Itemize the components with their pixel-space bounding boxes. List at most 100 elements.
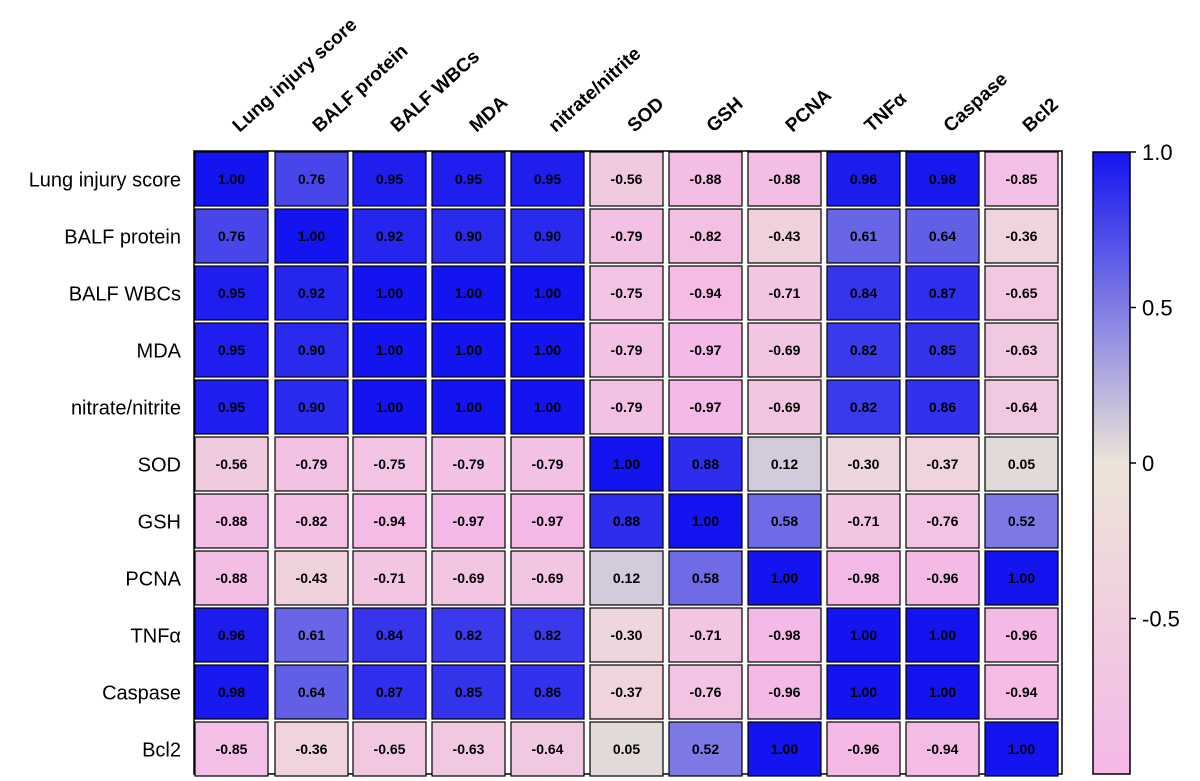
- heatmap-cell: [826, 664, 901, 720]
- cell-value-label: -0.76: [690, 684, 722, 700]
- cell-value-label: 0.90: [455, 228, 482, 244]
- heatmap-cell: [984, 550, 1059, 606]
- heatmap-cell: [984, 436, 1059, 492]
- heatmap-cell: [668, 550, 743, 606]
- cell-value-label: -0.97: [690, 342, 722, 358]
- column-label: Bcl2: [1019, 94, 1063, 136]
- cell-value-label: 0.85: [455, 684, 482, 700]
- cell-value-label: -0.37: [611, 684, 643, 700]
- cell-value-label: -0.69: [532, 570, 564, 586]
- column-label: SOD: [624, 94, 669, 137]
- cell-value-label: -0.79: [611, 399, 643, 415]
- cell-value-label: -0.71: [848, 513, 880, 529]
- row-label: BALF protein: [64, 227, 181, 249]
- cell-value-label: -0.88: [216, 513, 248, 529]
- heatmap-cell: [194, 379, 269, 435]
- heatmap-cell: [747, 151, 822, 207]
- heatmap-cell: [668, 151, 743, 207]
- cell-value-label: -0.79: [296, 456, 328, 472]
- cell-value-label: -0.75: [374, 456, 406, 472]
- cell-value-label: -0.30: [848, 456, 880, 472]
- heatmap-cell: [747, 550, 822, 606]
- cell-value-label: -0.94: [927, 741, 959, 757]
- colorbar-tick-label: 0.5: [1142, 296, 1173, 321]
- cell-value-label: -0.64: [1006, 399, 1038, 415]
- heatmap-cell: [747, 493, 822, 549]
- cell-value-label: 1.00: [1008, 570, 1035, 586]
- cell-value-label: -0.69: [769, 399, 801, 415]
- heatmap-cell: [747, 208, 822, 264]
- heatmap-cell: [510, 550, 585, 606]
- column-label: TNFα: [861, 88, 911, 136]
- cell-value-label: -0.64: [532, 741, 564, 757]
- heatmap-cell: [352, 436, 427, 492]
- heatmap-cell: [352, 322, 427, 378]
- heatmap-cell: [352, 493, 427, 549]
- row-label: Caspase: [102, 683, 181, 705]
- cell-value-label: 0.82: [534, 627, 561, 643]
- cell-value-label: 0.90: [298, 399, 325, 415]
- heatmap-cell: [589, 607, 664, 663]
- heatmap-cell: [194, 322, 269, 378]
- heatmap-cell: [274, 265, 349, 321]
- cell-value-label: 0.76: [218, 228, 245, 244]
- heatmap-cell: [431, 607, 506, 663]
- cell-value-label: 0.64: [298, 684, 325, 700]
- cell-value-label: -0.63: [1006, 342, 1038, 358]
- heatmap-cell: [510, 436, 585, 492]
- row-label: MDA: [137, 341, 182, 363]
- cell-value-label: 0.87: [376, 684, 403, 700]
- heatmap-cell: [274, 151, 349, 207]
- heatmap-cell: [747, 322, 822, 378]
- heatmap-cell: [431, 664, 506, 720]
- cell-value-label: 0.95: [376, 171, 403, 187]
- heatmap-cell: [510, 322, 585, 378]
- cell-value-label: -0.79: [611, 342, 643, 358]
- cell-value-label: 0.52: [1008, 513, 1035, 529]
- cell-value-label: 0.82: [850, 399, 877, 415]
- heatmap-cell: [826, 265, 901, 321]
- cell-value-label: -0.94: [690, 285, 722, 301]
- cell-value-label: -0.82: [690, 228, 722, 244]
- cell-value-label: 1.00: [692, 513, 719, 529]
- cell-value-label: -0.71: [374, 570, 406, 586]
- cell-value-label: 0.58: [771, 513, 798, 529]
- cell-value-label: 1.00: [771, 741, 798, 757]
- row-label: nitrate/nitrite: [71, 398, 181, 420]
- heatmap-cell: [274, 436, 349, 492]
- cell-value-label: 0.95: [534, 171, 561, 187]
- heatmap-cell: [194, 436, 269, 492]
- cell-value-label: 0.88: [613, 513, 640, 529]
- cell-value-label: -0.76: [927, 513, 959, 529]
- heatmap-cell: [826, 607, 901, 663]
- cell-value-label: -0.85: [1006, 171, 1038, 187]
- heatmap-cell: [984, 379, 1059, 435]
- heatmap-cell: [194, 664, 269, 720]
- cell-value-label: -0.65: [1006, 285, 1038, 301]
- heatmap-cell: [589, 664, 664, 720]
- heatmap-cell: [668, 664, 743, 720]
- cell-value-label: -0.79: [611, 228, 643, 244]
- cell-value-label: -0.85: [216, 741, 248, 757]
- cell-value-label: -0.96: [848, 741, 880, 757]
- heatmap-cell: [826, 151, 901, 207]
- cell-value-label: -0.94: [1006, 684, 1038, 700]
- cell-value-label: -0.97: [690, 399, 722, 415]
- cell-value-label: 1.00: [929, 684, 956, 700]
- heatmap-cell: [826, 436, 901, 492]
- heatmap-cell: [352, 721, 427, 777]
- heatmap-cell: [747, 664, 822, 720]
- cell-value-label: -0.43: [296, 570, 328, 586]
- heatmap-cell: [984, 151, 1059, 207]
- heatmap-cell: [431, 265, 506, 321]
- heatmap-cell: [510, 721, 585, 777]
- heatmap-cell: [510, 208, 585, 264]
- row-label: GSH: [138, 512, 181, 534]
- heatmap-cell: [274, 379, 349, 435]
- heatmap-cell: [747, 265, 822, 321]
- cell-value-label: -0.88: [216, 570, 248, 586]
- heatmap-cell: [274, 208, 349, 264]
- cell-value-label: -0.56: [216, 456, 248, 472]
- cell-value-label: 1.00: [771, 570, 798, 586]
- heatmap-cell: [431, 379, 506, 435]
